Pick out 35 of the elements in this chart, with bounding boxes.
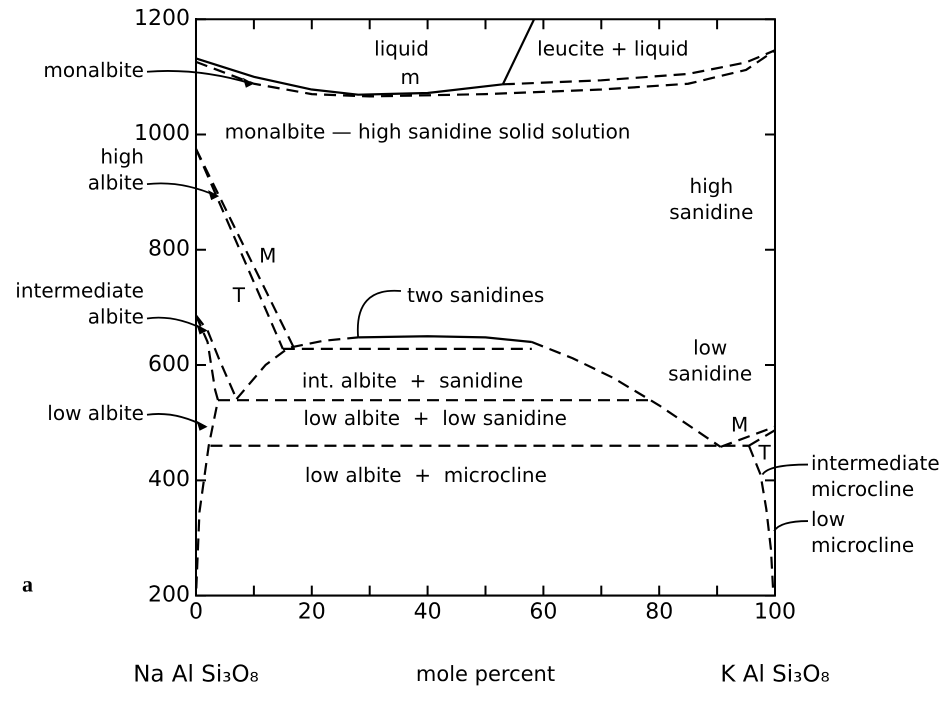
annotation: M — [259, 243, 276, 268]
x-tick-label: 80 — [645, 600, 674, 625]
x-tick-label: 60 — [529, 600, 558, 625]
x-axis-title: mole percent — [416, 662, 556, 686]
annotation: high albite — [88, 144, 144, 194]
x-tick-label: 20 — [298, 600, 326, 625]
x-tick-label: 0 — [188, 600, 203, 625]
annotation: monalbite — high sanidine solid solution — [224, 120, 630, 144]
y-tick-label: 1200 — [134, 6, 190, 31]
annotation: int. albite + sanidine — [302, 368, 524, 393]
y-tick-label: 800 — [148, 236, 190, 262]
y-tick-label: 200 — [148, 582, 190, 608]
annotation: leucite + liquid — [537, 36, 689, 61]
x-tick-label: 100 — [754, 600, 796, 625]
annotation: low microcline — [811, 507, 914, 558]
annotation: intermediate albite — [15, 278, 144, 329]
y-tick-label: 400 — [148, 467, 190, 492]
annotation: low albite — [47, 400, 144, 425]
annotation: two sanidines — [406, 283, 544, 308]
text: K Al Si₃O₈ — [720, 662, 830, 688]
annotation: liquid — [374, 36, 429, 61]
text: a — [22, 571, 33, 596]
text: Na Al Si₃O₈ — [133, 662, 259, 688]
annotation: low albite + microcline — [304, 463, 547, 488]
y-tick-label: 1000 — [134, 121, 190, 146]
annotation: m — [400, 64, 420, 89]
annotation: low albite + low sanidine — [303, 406, 567, 430]
annotation: monalbite — [43, 58, 144, 82]
x-tick-label: 40 — [414, 600, 442, 625]
y-tick-label: 600 — [148, 352, 190, 377]
annotation: M — [731, 412, 748, 436]
annotation: T — [757, 440, 772, 465]
annotation: high sanidine — [669, 174, 754, 224]
annotation: T — [232, 283, 246, 308]
annotation: low sanidine — [668, 335, 752, 386]
